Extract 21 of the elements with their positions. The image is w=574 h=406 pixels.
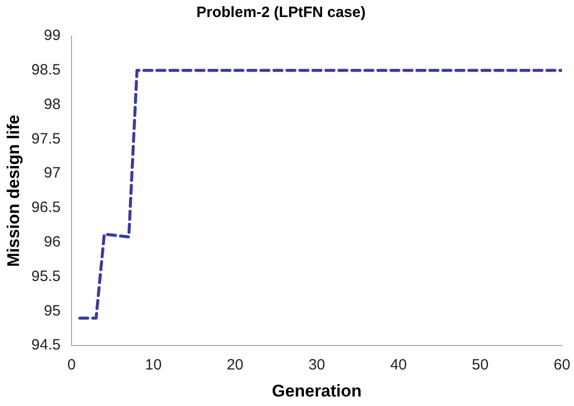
x-tick-label: 10 — [144, 356, 162, 374]
x-tick-label: 40 — [390, 356, 407, 374]
y-tick-label: 98 — [44, 96, 61, 113]
y-tick-label: 96 — [44, 234, 61, 251]
x-tick-label: 30 — [308, 356, 326, 374]
x-tick-label: 20 — [226, 356, 244, 374]
y-tick-label: 96.5 — [31, 199, 61, 216]
y-tick-label: 95 — [44, 302, 61, 320]
x-tick-label: 50 — [472, 356, 489, 374]
y-tick-label: 99 — [44, 27, 61, 44]
y-tick-label: 97.5 — [31, 130, 61, 148]
y-axis-title: Mission design life — [4, 114, 23, 267]
x-tick-label: 60 — [554, 356, 570, 374]
x-axis-title: Generation — [272, 381, 362, 400]
line-series — [78, 68, 562, 320]
y-tick-label: 97 — [44, 164, 61, 182]
y-tick-label: 98.5 — [31, 62, 61, 79]
y-tick-label: 94.5 — [31, 336, 61, 354]
x-tick-label: 0 — [67, 356, 76, 374]
y-tick-label: 95.5 — [31, 268, 61, 285]
chart-title: Problem-2 (LPtFN case) — [196, 4, 366, 22]
